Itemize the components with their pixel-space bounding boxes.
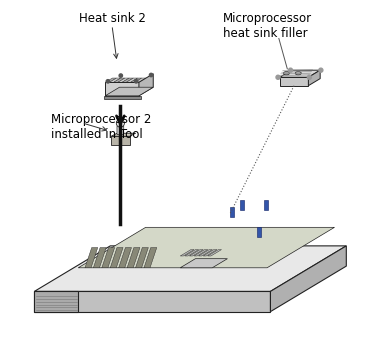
Polygon shape — [118, 78, 129, 82]
FancyBboxPatch shape — [117, 126, 124, 135]
Ellipse shape — [283, 71, 290, 75]
Polygon shape — [111, 136, 130, 145]
Text: Microprocessor 2
installed in Tool: Microprocessor 2 installed in Tool — [51, 113, 152, 141]
Polygon shape — [309, 70, 320, 86]
Polygon shape — [199, 250, 212, 256]
Circle shape — [135, 80, 138, 83]
Polygon shape — [103, 96, 141, 99]
Circle shape — [119, 74, 122, 77]
Polygon shape — [190, 250, 203, 256]
Polygon shape — [110, 248, 123, 268]
Polygon shape — [105, 82, 139, 96]
Polygon shape — [203, 250, 217, 256]
Polygon shape — [144, 248, 157, 268]
Circle shape — [307, 75, 312, 79]
Polygon shape — [264, 200, 268, 210]
Polygon shape — [230, 207, 234, 217]
Polygon shape — [136, 248, 148, 268]
Polygon shape — [194, 250, 208, 256]
Circle shape — [149, 73, 153, 77]
Polygon shape — [110, 78, 121, 82]
Polygon shape — [126, 78, 138, 82]
Polygon shape — [280, 70, 320, 77]
Polygon shape — [257, 227, 261, 237]
Polygon shape — [139, 74, 153, 96]
Circle shape — [288, 68, 293, 72]
Polygon shape — [114, 78, 125, 82]
Polygon shape — [78, 227, 335, 268]
Circle shape — [116, 119, 124, 127]
Polygon shape — [180, 250, 194, 256]
Ellipse shape — [295, 71, 301, 75]
Circle shape — [319, 68, 323, 72]
Polygon shape — [105, 78, 117, 82]
Polygon shape — [34, 246, 346, 291]
Polygon shape — [34, 291, 78, 312]
Polygon shape — [93, 248, 106, 268]
Polygon shape — [280, 77, 309, 86]
Polygon shape — [105, 87, 153, 96]
Polygon shape — [102, 248, 114, 268]
Polygon shape — [34, 291, 271, 312]
Circle shape — [106, 80, 110, 83]
Polygon shape — [111, 133, 136, 136]
Polygon shape — [85, 248, 98, 268]
Text: Heat sink 2: Heat sink 2 — [78, 12, 146, 25]
Circle shape — [276, 75, 280, 79]
Polygon shape — [240, 200, 244, 210]
Polygon shape — [122, 78, 133, 82]
Polygon shape — [119, 248, 132, 268]
Text: Microprocessor
heat sink filler: Microprocessor heat sink filler — [223, 12, 312, 39]
Polygon shape — [180, 259, 227, 268]
Polygon shape — [208, 250, 221, 256]
Polygon shape — [130, 78, 142, 82]
Polygon shape — [127, 248, 140, 268]
Polygon shape — [185, 250, 199, 256]
Polygon shape — [271, 246, 346, 312]
Polygon shape — [135, 78, 146, 82]
